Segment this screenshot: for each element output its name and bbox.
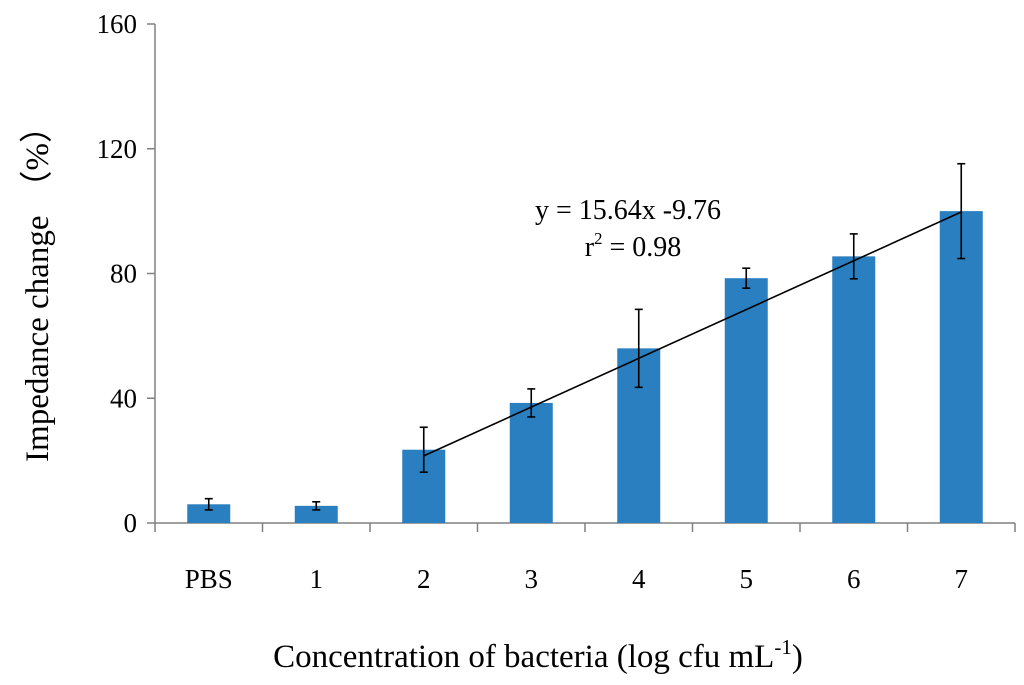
bar bbox=[294, 505, 338, 523]
x-tick-label: PBS bbox=[185, 564, 233, 594]
bar bbox=[509, 402, 553, 523]
trendline bbox=[423, 211, 962, 457]
trendline-equation: y = 15.64x -9.76 bbox=[535, 195, 721, 226]
x-tick-label: 4 bbox=[632, 564, 646, 594]
y-tick-label: 0 bbox=[124, 508, 138, 538]
error-bars bbox=[204, 162, 966, 511]
bar bbox=[939, 211, 983, 523]
r-squared-superscript: 2 bbox=[594, 229, 603, 248]
x-tick-label: 3 bbox=[525, 564, 539, 594]
y-axis-title: Impedance change（%） bbox=[20, 110, 56, 462]
x-tick-label: 5 bbox=[740, 564, 754, 594]
x-tick-label: 6 bbox=[847, 564, 861, 594]
y-tick-label: 160 bbox=[97, 9, 138, 39]
x-axis: PBS 1 2 3 4 5 6 7 bbox=[154, 522, 1016, 594]
bar bbox=[187, 504, 231, 523]
y-tick-label: 40 bbox=[110, 383, 137, 413]
bars bbox=[187, 211, 983, 523]
x-axis-title-superscript: -1 bbox=[774, 635, 792, 659]
x-tick-label: 7 bbox=[955, 564, 969, 594]
bar bbox=[724, 278, 768, 523]
bar bbox=[832, 256, 876, 523]
y-tick-label: 120 bbox=[97, 134, 138, 164]
trendline-group bbox=[423, 211, 962, 457]
y-axis: 0 40 80 120 160 bbox=[97, 9, 156, 538]
x-tick-label: 2 bbox=[417, 564, 431, 594]
trendline-r-squared: r2 = 0.98 bbox=[585, 229, 682, 263]
x-tick-label: 1 bbox=[310, 564, 324, 594]
y-tick-label: 80 bbox=[110, 259, 137, 289]
x-axis-title: Concentration of bacteria (log cfu mL-1) bbox=[273, 635, 803, 675]
